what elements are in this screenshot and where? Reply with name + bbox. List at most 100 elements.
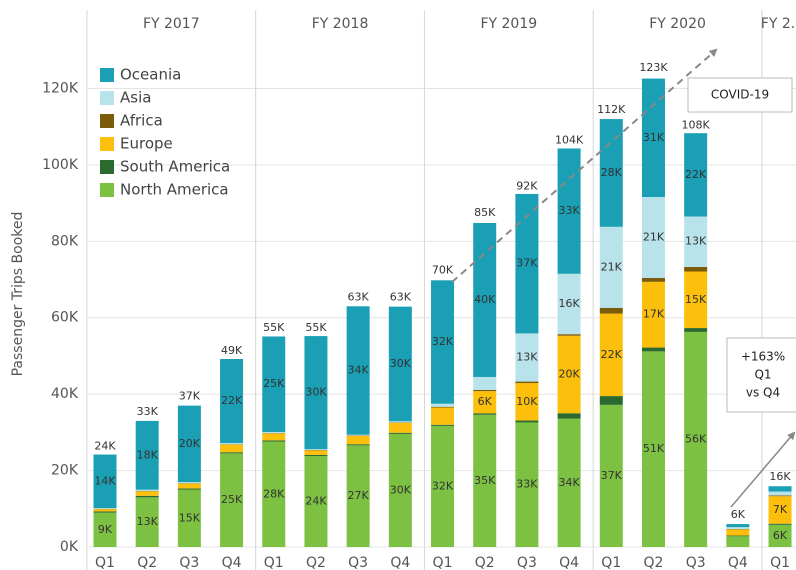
recovery-arrow xyxy=(730,431,796,508)
x-tick-label: Q3 xyxy=(348,555,368,570)
bar-segment xyxy=(599,226,623,308)
x-tick-label: Q4 xyxy=(559,555,579,570)
total-label: 85K xyxy=(474,206,496,219)
bar-segment xyxy=(220,443,244,445)
bar-segment xyxy=(431,280,455,404)
bar-segment xyxy=(388,421,412,423)
x-tick-label: Q3 xyxy=(686,555,706,570)
bar-segment xyxy=(726,535,750,537)
group-label: FY 2018 xyxy=(312,16,369,32)
y-tick-label: 100K xyxy=(42,157,79,173)
total-label: 104K xyxy=(555,134,584,147)
x-tick-label: Q3 xyxy=(179,555,199,570)
annotation-box xyxy=(687,77,793,113)
bar-segment xyxy=(220,359,244,444)
segment-label: 6K xyxy=(478,395,493,408)
bar-segment xyxy=(93,511,117,513)
bar-segment xyxy=(641,278,665,282)
total-label: 55K xyxy=(305,321,327,334)
segment-label: 9K xyxy=(98,523,113,536)
bar-segment xyxy=(473,414,497,547)
bar-segment xyxy=(262,441,286,547)
bar-segment xyxy=(768,523,792,525)
bar-segment xyxy=(304,336,328,450)
segment-label: 15K xyxy=(685,293,707,306)
bar-segment xyxy=(220,444,244,453)
bar-segment xyxy=(473,389,497,392)
bar-segment xyxy=(557,335,581,414)
bar-segment xyxy=(135,489,159,491)
bar-segment xyxy=(684,216,708,267)
group-label: FY 2017 xyxy=(143,16,200,32)
legend-label: Africa xyxy=(120,112,163,130)
segment-label: 30K xyxy=(305,386,327,399)
legend-swatch xyxy=(100,114,114,128)
bar-segment xyxy=(177,489,201,547)
segment-label: 22K xyxy=(685,168,707,181)
total-label: 16K xyxy=(769,470,791,483)
segment-label: 10K xyxy=(516,395,538,408)
annotation-text: COVID-19 xyxy=(711,88,769,102)
legend-swatch xyxy=(100,137,114,151)
segment-label: 25K xyxy=(221,493,243,506)
segment-label: 13K xyxy=(137,515,159,528)
trend-arrow xyxy=(451,48,718,283)
segment-label: 35K xyxy=(474,474,496,487)
group-label: FY 2. xyxy=(761,16,795,32)
segment-label: 28K xyxy=(263,487,285,500)
bar-segment xyxy=(431,407,455,425)
bar-segment xyxy=(557,334,581,336)
x-tick-label: Q1 xyxy=(770,555,790,570)
segment-label: 14K xyxy=(94,474,116,487)
bar-segment xyxy=(304,456,328,547)
segment-label: 20K xyxy=(558,367,580,380)
bar-segment xyxy=(684,328,708,332)
group-label: FY 2019 xyxy=(480,16,537,32)
bar-segment xyxy=(135,491,159,496)
bar-segment xyxy=(515,381,539,384)
x-tick-label: Q3 xyxy=(517,555,537,570)
x-tick-label: Q4 xyxy=(222,555,242,570)
bar-segment xyxy=(262,336,286,432)
legend-label: Asia xyxy=(120,89,151,107)
y-tick-label: 20K xyxy=(51,463,79,479)
total-label: 55K xyxy=(263,321,285,334)
total-label: 63K xyxy=(348,290,370,303)
x-tick-label: Q1 xyxy=(433,555,453,570)
bar-segment xyxy=(473,391,497,414)
group-label: FY 2020 xyxy=(649,16,706,32)
bar-segment xyxy=(431,403,455,407)
segment-label: 20K xyxy=(179,437,201,450)
bar-segment xyxy=(599,396,623,405)
bar-segment xyxy=(262,431,286,434)
bar-segment xyxy=(388,432,412,434)
segment-label: 51K xyxy=(643,442,665,455)
bar-segment xyxy=(641,281,665,348)
segment-label: 18K xyxy=(137,448,159,461)
total-label: 123K xyxy=(639,61,668,74)
legend-label: Oceania xyxy=(120,66,181,84)
segment-label: 21K xyxy=(643,231,665,244)
total-label: 70K xyxy=(432,264,454,277)
segment-label: 6K xyxy=(773,529,788,542)
x-tick-label: Q2 xyxy=(306,555,326,570)
total-label: 49K xyxy=(221,344,243,357)
segment-label: 37K xyxy=(516,257,538,270)
total-label: 33K xyxy=(137,405,159,418)
x-tick-label: Q2 xyxy=(644,555,664,570)
bar-segment xyxy=(473,413,497,415)
bar-segment xyxy=(388,306,412,422)
bar-segment xyxy=(599,307,623,314)
total-label: 112K xyxy=(597,103,626,116)
segment-label: 30K xyxy=(390,483,412,496)
legend-label: South America xyxy=(120,158,230,176)
segment-label: 7K xyxy=(773,503,788,516)
segment-label: 22K xyxy=(601,348,623,361)
bar-segment xyxy=(93,509,117,512)
bar-segment xyxy=(262,433,286,441)
segment-label: 13K xyxy=(516,350,538,363)
bar-segment xyxy=(557,148,581,274)
segment-label: 17K xyxy=(643,308,665,321)
y-tick-label: 0K xyxy=(60,539,79,555)
